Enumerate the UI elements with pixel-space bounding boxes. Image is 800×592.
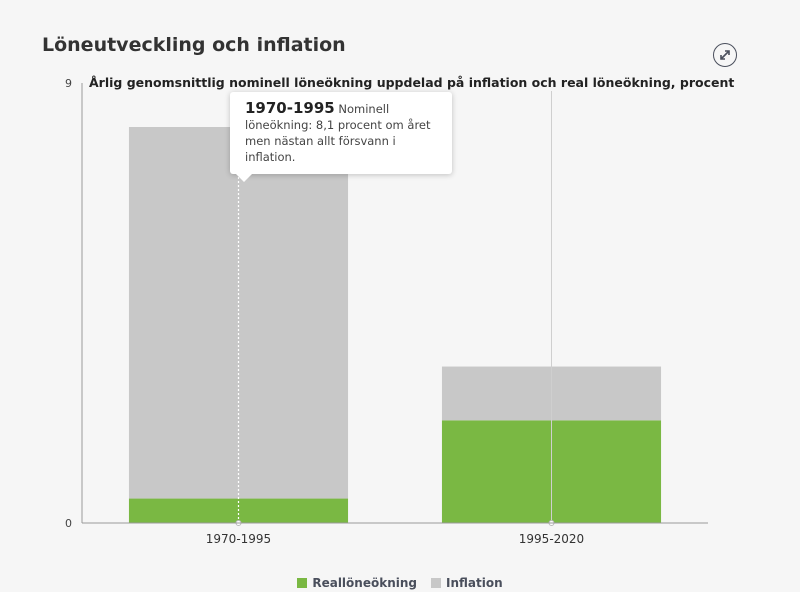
tooltip-text: Nominell löneökning: 8,1 procent om året…: [245, 102, 431, 164]
legend-item-inflation[interactable]: Inflation: [431, 576, 503, 590]
legend-label-real: Reallöneökning: [312, 576, 417, 590]
legend: Reallöneökning Inflation: [0, 576, 800, 590]
x-tick-label: 1995-2020: [519, 532, 584, 546]
tooltip-arrow: [236, 174, 252, 182]
legend-swatch-real: [297, 578, 308, 588]
tooltip: 1970-1995 Nominell löneökning: 8,1 proce…: [230, 92, 452, 182]
legend-item-real[interactable]: Reallöneökning: [297, 576, 417, 590]
bar-segment-inflation: [128, 127, 349, 499]
y-tick-label: 9: [65, 77, 72, 90]
tooltip-heading: 1970-1995: [245, 99, 335, 117]
legend-label-inflation: Inflation: [446, 576, 503, 590]
y-tick-label: 0: [65, 517, 72, 530]
x-tick-label: 1970-1995: [206, 532, 271, 546]
expand-arrows-icon: [720, 50, 730, 60]
legend-swatch-inflation: [431, 578, 441, 588]
chart-subtitle: Årlig genomsnittlig nominell löneökning …: [89, 75, 735, 90]
chart-title: Löneutveckling och inflation: [42, 34, 346, 56]
expand-button[interactable]: [713, 43, 737, 67]
